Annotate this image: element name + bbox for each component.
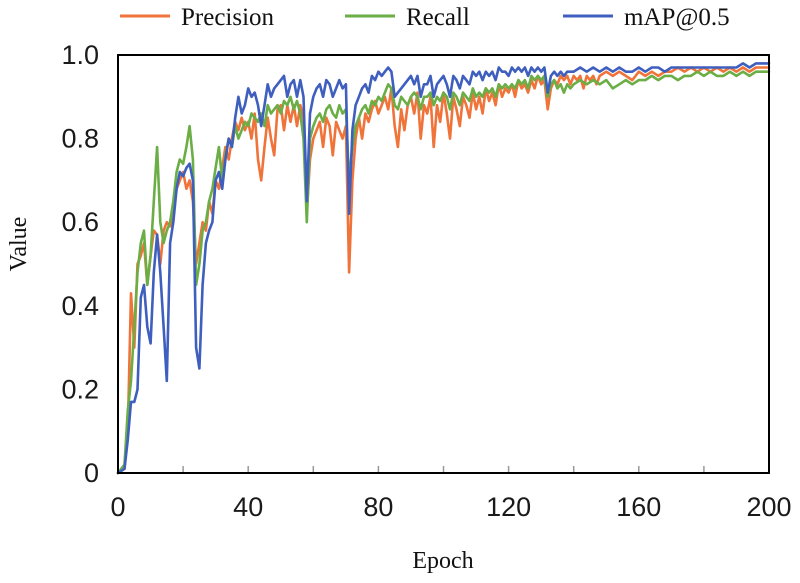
series-line-map-0-5 xyxy=(116,62,771,475)
x-tick-label: 160 xyxy=(616,492,661,522)
y-axis-tick-labels: 0 0.2 0.4 0.6 0.8 1.0 xyxy=(61,40,99,488)
plot-area xyxy=(116,62,771,475)
x-tick-label: 120 xyxy=(486,492,531,522)
series-line-precision xyxy=(116,66,771,475)
legend-label-precision: Precision xyxy=(181,4,275,31)
x-tick-label: 200 xyxy=(746,492,791,522)
x-axis-title: Epoch xyxy=(412,548,473,574)
legend: Precision Recall mAP@0.5 xyxy=(120,4,730,31)
x-tick-label: 40 xyxy=(233,492,263,522)
y-tick-label: 1.0 xyxy=(61,40,99,70)
legend-label-recall: Recall xyxy=(406,4,470,31)
y-tick-label: 0.8 xyxy=(61,124,99,154)
y-tick-label: 0.6 xyxy=(61,207,99,237)
x-tick-label: 0 xyxy=(110,492,125,522)
legend-label-map-0-5: mAP@0.5 xyxy=(624,4,730,31)
series-line-recall xyxy=(116,70,771,475)
y-tick-label: 0 xyxy=(84,458,99,488)
y-tick-label: 0.2 xyxy=(61,374,99,404)
x-axis-tick-labels: 0 40 80 120 160 200 xyxy=(110,492,791,522)
x-tick-label: 80 xyxy=(363,492,393,522)
axis-ticks xyxy=(117,466,770,473)
y-axis-title: Value xyxy=(6,217,32,272)
plot-frame xyxy=(117,54,770,474)
y-tick-label: 0.4 xyxy=(61,291,99,321)
